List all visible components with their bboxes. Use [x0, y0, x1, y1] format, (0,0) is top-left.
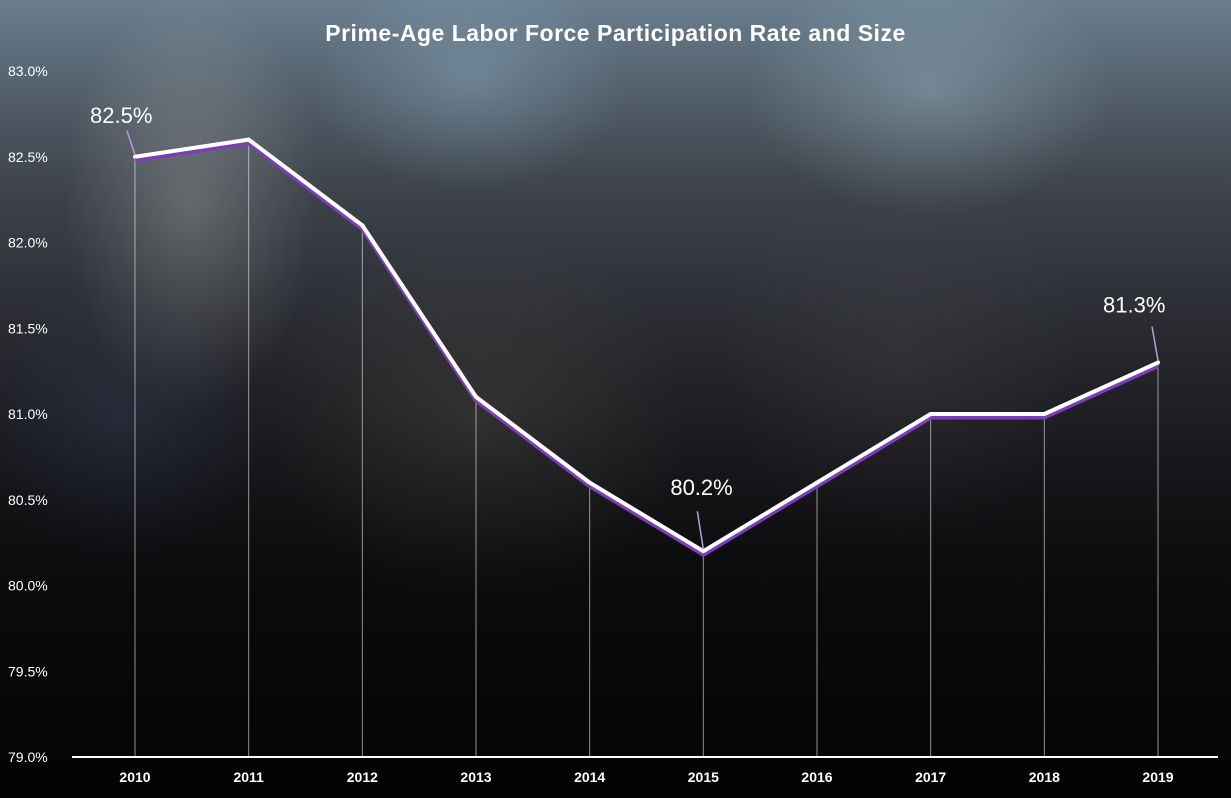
- y-tick-label: 79.5%: [8, 663, 48, 679]
- x-tick-label: 2012: [347, 769, 378, 785]
- y-tick-label: 79.0%: [8, 749, 48, 765]
- drop-lines: [133, 137, 1160, 757]
- y-tick-label: 81.0%: [8, 406, 48, 422]
- x-tick-label: 2013: [460, 769, 491, 785]
- x-tick-label: 2019: [1142, 769, 1173, 785]
- x-tick-label: 2015: [688, 769, 719, 785]
- data-label-leader: [1151, 326, 1159, 361]
- y-tick-label: 82.5%: [8, 149, 48, 165]
- y-tick-label: 82.0%: [8, 235, 48, 251]
- y-tick-label: 80.0%: [8, 578, 48, 594]
- data-label: 82.5%: [90, 103, 152, 128]
- data-label: 80.2%: [670, 475, 732, 500]
- chart-title: Prime-Age Labor Force Participation Rate…: [325, 20, 906, 46]
- x-tick-label: 2010: [119, 769, 150, 785]
- x-tick-label: 2017: [915, 769, 946, 785]
- y-tick-label: 83.0%: [8, 63, 48, 79]
- x-tick-label: 2016: [801, 769, 832, 785]
- x-tick-label: 2011: [233, 769, 264, 785]
- data-label-leader: [696, 511, 705, 550]
- x-tick-label: 2014: [574, 769, 605, 785]
- y-axis: 79.0% 79.5% 80.0% 80.5% 81.0% 81.5% 82.0% 82.5%…: [8, 63, 48, 765]
- y-tick-label: 80.5%: [8, 492, 48, 508]
- series-line: [134, 137, 1159, 554]
- data-label-leader: [126, 130, 136, 155]
- data-label: 81.3%: [1103, 293, 1165, 318]
- x-tick-label: 2018: [1029, 769, 1060, 785]
- x-axis: 2010 2011 2012 2013 2014 2015 2016 2017 2018 2019: [119, 769, 1173, 785]
- data-labels: 82.5% 80.2% 81.3%: [90, 103, 1165, 550]
- y-tick-label: 81.5%: [8, 320, 48, 336]
- series-line-shadow: [134, 140, 1160, 557]
